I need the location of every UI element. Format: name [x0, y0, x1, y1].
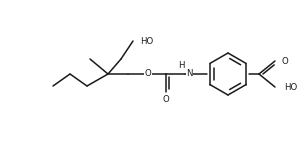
Text: O: O — [163, 95, 169, 103]
Text: O: O — [282, 57, 289, 65]
Text: N: N — [186, 69, 192, 79]
Text: O: O — [145, 69, 151, 79]
Text: H: H — [178, 61, 184, 71]
Text: HO: HO — [140, 36, 153, 45]
Text: HO: HO — [284, 83, 297, 91]
